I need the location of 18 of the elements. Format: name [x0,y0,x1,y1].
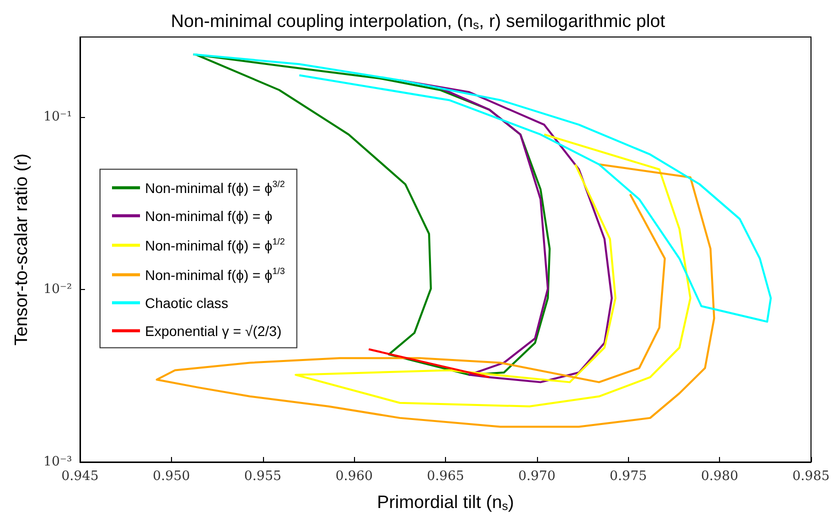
legend-label: Chaotic class [145,294,228,311]
y-axis-title: Tensor-to-scalar ratio (r) [11,153,31,346]
y-tick-label: 10⁻³ [43,454,72,470]
legend-label: Non-minimal f(ϕ) = ϕ [145,208,272,224]
x-tick-label: 0.945 [61,469,99,484]
x-tick-label: 0.970 [518,469,556,484]
y-tick-label: 10⁻² [43,282,72,297]
legend-label: Exponential γ = √(2/3) [145,322,282,339]
x-tick-label: 0.960 [336,469,373,484]
x-tick-label: 0.980 [701,469,738,484]
x-tick-label: 0.985 [792,469,830,484]
x-tick-label: 0.965 [426,469,464,484]
x-tick-label: 0.955 [244,469,282,484]
line-series [294,133,692,408]
line-series [398,79,613,384]
y-tick-label: 10⁻¹ [43,109,72,124]
x-tick-label: 0.975 [610,469,647,484]
x-tick-label: 0.950 [152,469,190,484]
